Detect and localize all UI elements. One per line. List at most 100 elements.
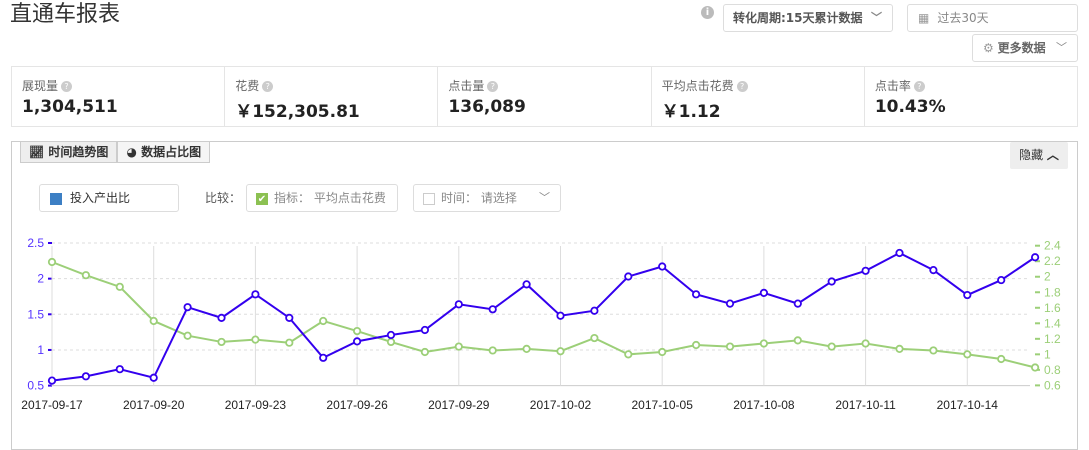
stat-label: 平均点击花费	[661, 79, 734, 93]
data-point	[590, 333, 599, 343]
series-line	[51, 251, 1036, 382]
data-point	[115, 282, 124, 291]
stat-value: ￥1.12	[661, 102, 721, 122]
x-tick-label: 2017-09-23	[225, 398, 287, 412]
data-point	[352, 337, 362, 346]
stat-card: 点击量? 136,089	[438, 67, 652, 126]
stat-label: 点击量	[448, 79, 485, 93]
data-point	[285, 338, 294, 347]
stat-value: 136,089	[448, 97, 526, 117]
series-select[interactable]: 投入产出比	[39, 184, 179, 212]
y-right-tick-label: 1.2	[1044, 332, 1061, 346]
help-icon[interactable]: ?	[736, 81, 748, 92]
chart-tabs: 📈︎ 时间趋势图 ◕ 数据占比图	[20, 142, 211, 163]
x-tick-label: 2017-10-11	[835, 398, 896, 412]
date-range-select[interactable]: ▦ 过去30天	[907, 4, 1078, 32]
x-tick-label: 2017-09-20	[123, 398, 185, 412]
data-point	[658, 347, 667, 357]
data-point	[420, 347, 429, 357]
data-point	[81, 271, 91, 280]
gear-icon: ⚙	[983, 41, 994, 55]
y-right-tick-label: 2.4	[1044, 239, 1061, 253]
data-point	[725, 342, 735, 351]
data-point	[963, 290, 972, 300]
data-point	[827, 277, 836, 286]
data-point	[624, 350, 633, 359]
data-point	[691, 290, 701, 299]
data-point	[895, 248, 904, 258]
pie-chart-icon: ◕	[126, 145, 137, 159]
y-right-tick-label: 1	[1044, 347, 1051, 361]
data-point	[420, 325, 429, 335]
x-tick-label: 2017-09-29	[428, 398, 490, 412]
stat-value: 10.43%	[874, 97, 946, 117]
help-icon[interactable]: ?	[913, 81, 925, 92]
indicator-compare-select[interactable]: ✔ 指标： 平均点击花费	[246, 184, 398, 212]
info-icon[interactable]: i	[701, 6, 714, 19]
data-point	[861, 339, 870, 348]
time-compare-select[interactable]: 时间： 请选择 ﹀	[413, 184, 561, 212]
stats-bar: 展现量? 1,304,511 花费? ￥152,305.81 点击量? 136,089 平均…	[11, 66, 1078, 127]
data-point	[217, 313, 226, 322]
legend-square-icon	[50, 192, 62, 205]
data-point	[454, 300, 463, 309]
y-left-tick-label: 2.5	[27, 236, 44, 250]
date-range-value: 过去30天	[937, 11, 989, 25]
data-point	[352, 326, 362, 336]
line-chart-icon: 📈︎	[29, 145, 45, 159]
data-point	[556, 347, 565, 356]
data-point	[251, 335, 260, 344]
y-left-tick-label: 2	[37, 272, 44, 286]
help-icon[interactable]: ?	[262, 81, 274, 92]
time-label: 时间： 请选择	[441, 191, 517, 205]
stat-label: 展现量	[22, 79, 59, 93]
y-right-tick-label: 1.8	[1044, 285, 1061, 299]
chevron-down-icon: ﹀	[1056, 41, 1067, 54]
compare-label: 比较：	[205, 191, 242, 205]
stat-value: ￥152,305.81	[235, 102, 360, 122]
calendar-icon: ▦	[918, 11, 930, 25]
checkbox-checked-icon[interactable]: ✔	[256, 192, 268, 205]
data-point	[386, 330, 396, 340]
chevron-down-icon: ﹀	[539, 191, 550, 204]
data-point	[522, 280, 531, 289]
y-right-tick-label: 0.8	[1044, 363, 1061, 377]
data-point	[183, 303, 192, 312]
help-icon[interactable]: ?	[487, 81, 499, 92]
chevron-up-icon: ︿	[1046, 148, 1059, 162]
tab-data-share[interactable]: ◕ 数据占比图	[117, 142, 211, 163]
data-point	[997, 354, 1006, 364]
hide-label: 隐藏	[1019, 148, 1044, 162]
y-right-tick-label: 2	[1044, 270, 1051, 284]
data-point	[183, 331, 192, 340]
y-left-tick-label: 1.5	[27, 307, 44, 321]
x-tick-label: 2017-10-14	[937, 398, 999, 412]
data-point	[929, 265, 938, 275]
data-point	[895, 344, 904, 354]
stat-label: 点击率	[874, 79, 911, 93]
data-point	[1031, 363, 1040, 372]
stat-card: 平均点击花费? ￥1.12	[652, 67, 865, 126]
tab-time-trend[interactable]: 📈︎ 时间趋势图	[20, 142, 118, 163]
y-right-tick-label: 1.6	[1044, 301, 1061, 315]
conversion-period-select[interactable]: 转化周期:15天累计数据 ﹀	[723, 4, 893, 32]
x-tick-label: 2017-09-26	[326, 398, 388, 412]
stat-card: 点击率? 10.43%	[865, 67, 1077, 126]
more-data-button[interactable]: ⚙ 更多数据 ﹀	[972, 34, 1078, 62]
help-icon[interactable]: ?	[61, 81, 73, 92]
data-point	[488, 346, 497, 355]
data-point	[149, 316, 158, 326]
y-right-tick-label: 2.2	[1044, 254, 1061, 268]
data-point	[793, 336, 802, 345]
data-point	[590, 306, 599, 315]
data-point	[929, 346, 938, 355]
data-point	[115, 365, 124, 374]
data-point	[47, 376, 57, 385]
hide-button[interactable]: 隐藏 ︿	[1010, 142, 1068, 169]
series-label: 投入产出比	[70, 191, 131, 205]
data-point	[217, 337, 226, 347]
data-point	[285, 313, 294, 322]
stat-value: 1,304,511	[22, 97, 118, 117]
checkbox-icon[interactable]	[423, 192, 435, 205]
x-tick-label: 2017-10-05	[632, 398, 694, 412]
